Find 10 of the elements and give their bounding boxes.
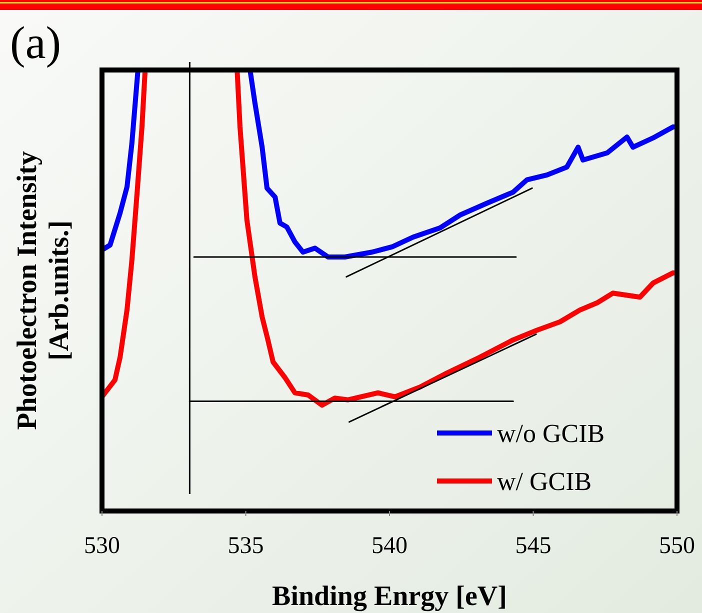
legend-label: w/ GCIB — [497, 467, 592, 496]
y-axis-title: Photoelectron Intensity [Arb.units.] — [12, 151, 75, 430]
x-tick-label: 545 — [515, 533, 552, 559]
x-tick-label: 530 — [84, 533, 120, 559]
x-tick-label: 550 — [659, 533, 695, 559]
legend-label: w/o GCIB — [497, 419, 605, 448]
x-tick-label: 540 — [372, 533, 408, 559]
x-axis-title: Binding Enrgy [eV] — [272, 581, 507, 612]
x-tick-label: 535 — [228, 533, 264, 559]
chart-title: (a) — [10, 17, 62, 68]
